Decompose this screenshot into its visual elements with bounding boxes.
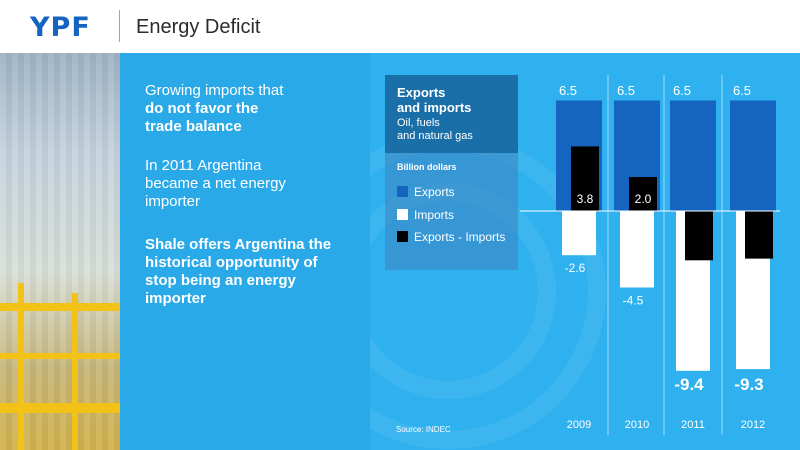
statement-line: historical opportunity of — [145, 254, 318, 271]
net-value-label: -2.8 — [749, 217, 770, 231]
legend-swatch-net — [397, 231, 408, 242]
net-value-label: -2.9 — [689, 217, 710, 231]
exports-value-label: 6.5 — [733, 83, 751, 98]
year-tick-label: 2012 — [741, 419, 765, 431]
imports-value-label: -9.3 — [734, 375, 763, 394]
imports-value-label: -9.4 — [674, 375, 704, 394]
header-divider — [119, 10, 120, 42]
exports-value-label: 6.5 — [617, 83, 635, 98]
imports-bar — [620, 211, 654, 288]
statement-line: became a net energy — [145, 175, 286, 192]
net-value-label: 2.0 — [635, 192, 652, 206]
photo-rail-2 — [0, 353, 120, 359]
net-value-label: 3.8 — [577, 192, 594, 206]
legend-header — [385, 75, 518, 153]
ypf-logo: YPF — [30, 12, 91, 43]
statement-line: In 2011 Argentina — [145, 157, 262, 174]
chart-subtitle-line: and natural gas — [397, 130, 473, 142]
legend-swatch-exports — [397, 186, 408, 197]
statement-trade-balance: Growing imports that do not favor the tr… — [145, 82, 283, 136]
net-bar — [685, 211, 713, 261]
legend-item-imports: Imports — [397, 208, 454, 222]
units-label: Billion dollars — [397, 162, 457, 172]
photo-rail-1 — [0, 303, 120, 311]
exports-value-label: 6.5 — [559, 83, 577, 98]
year-tick-label: 2009 — [567, 419, 591, 431]
chart-subtitle-line: Oil, fuels — [397, 117, 440, 129]
chart-title-line: Exports — [397, 85, 446, 100]
statement-shale: Shale offers Argentina the historical op… — [145, 236, 331, 308]
photo-post-1 — [18, 283, 24, 450]
imports-value-label: -4.5 — [623, 294, 644, 308]
chart-title: Exports and imports — [397, 85, 471, 115]
statement-net-importer: In 2011 Argentina became a net energy im… — [145, 157, 286, 211]
statement-bold-line: trade balance — [145, 118, 242, 135]
photo-rail-3 — [0, 403, 120, 413]
exports-value-label: 6.5 — [673, 83, 691, 98]
statement-line: Growing imports that — [145, 82, 284, 99]
page-title: Energy Deficit — [136, 16, 261, 38]
imports-bar — [562, 211, 596, 256]
year-tick-label: 2010 — [625, 419, 649, 431]
background-photo — [0, 53, 120, 450]
net-bar — [745, 211, 773, 259]
chart-subtitle: Oil, fuels and natural gas — [397, 117, 473, 143]
exports-bar — [670, 100, 716, 211]
legend-item-exports: Exports — [397, 185, 455, 199]
source-note: Source: INDEC — [396, 425, 451, 434]
legend-item-net: Exports - Imports — [397, 230, 505, 244]
legend-label: Exports - Imports — [414, 230, 506, 244]
net-bar — [629, 177, 657, 211]
legend-swatch-imports — [397, 209, 408, 220]
net-bar — [571, 146, 599, 211]
statement-line: importer — [145, 290, 206, 307]
statement-bold-line: do not favor the — [145, 100, 259, 117]
legend-label: Exports — [414, 185, 455, 199]
chart-title-line: and imports — [397, 100, 472, 115]
photo-post-2 — [72, 293, 78, 450]
text-panel — [120, 53, 370, 450]
statement-line: importer — [145, 193, 201, 210]
legend-label: Imports — [414, 208, 455, 222]
statement-line: stop being an energy — [145, 272, 296, 289]
statement-line: Shale offers Argentina the — [145, 236, 332, 253]
exports-bar — [730, 100, 776, 211]
header-bar: YPF Energy Deficit — [0, 0, 800, 53]
imports-value-label: -2.6 — [565, 261, 586, 275]
year-tick-label: 2011 — [681, 419, 705, 431]
